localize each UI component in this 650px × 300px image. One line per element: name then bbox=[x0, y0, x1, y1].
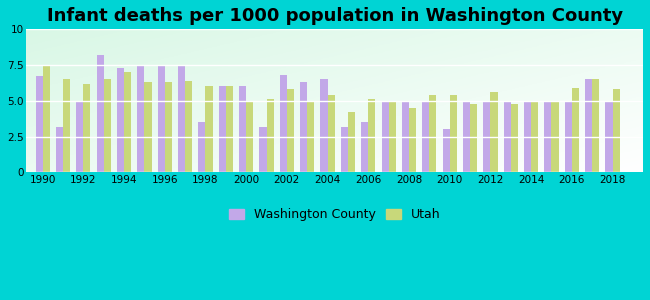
Bar bbox=[198, 122, 205, 172]
Bar bbox=[76, 101, 83, 172]
Bar bbox=[382, 101, 389, 172]
Bar bbox=[490, 92, 497, 172]
Bar bbox=[389, 101, 396, 172]
Bar bbox=[572, 88, 579, 172]
Bar bbox=[470, 103, 477, 172]
Bar bbox=[463, 101, 470, 172]
Bar bbox=[104, 79, 110, 172]
Bar bbox=[348, 112, 355, 172]
Bar bbox=[218, 86, 226, 172]
Bar bbox=[287, 89, 294, 172]
Bar bbox=[328, 95, 335, 172]
Bar bbox=[56, 127, 63, 172]
Bar bbox=[259, 127, 266, 172]
Bar bbox=[144, 82, 151, 172]
Bar bbox=[585, 79, 592, 172]
Bar bbox=[544, 101, 551, 172]
Bar bbox=[266, 99, 274, 172]
Bar bbox=[450, 95, 457, 172]
Bar bbox=[97, 55, 104, 172]
Bar bbox=[124, 72, 131, 172]
Bar bbox=[443, 129, 450, 172]
Bar bbox=[369, 99, 376, 172]
Bar bbox=[63, 79, 70, 172]
Bar bbox=[280, 75, 287, 172]
Bar bbox=[36, 76, 43, 172]
Bar bbox=[605, 101, 612, 172]
Bar bbox=[205, 86, 213, 172]
Bar bbox=[307, 101, 315, 172]
Bar bbox=[430, 95, 436, 172]
Bar bbox=[246, 101, 254, 172]
Bar bbox=[361, 122, 369, 172]
Bar bbox=[612, 89, 619, 172]
Legend: Washington County, Utah: Washington County, Utah bbox=[224, 203, 445, 226]
Title: Infant deaths per 1000 population in Washington County: Infant deaths per 1000 population in Was… bbox=[47, 7, 623, 25]
Bar bbox=[511, 103, 518, 172]
Bar bbox=[185, 81, 192, 172]
Bar bbox=[524, 101, 531, 172]
Bar bbox=[551, 101, 558, 172]
Bar bbox=[409, 108, 416, 172]
Bar bbox=[158, 67, 164, 172]
Bar bbox=[341, 127, 348, 172]
Bar bbox=[178, 67, 185, 172]
Bar bbox=[422, 101, 430, 172]
Bar bbox=[565, 101, 572, 172]
Bar bbox=[484, 101, 490, 172]
Bar bbox=[43, 67, 50, 172]
Bar bbox=[164, 82, 172, 172]
Bar bbox=[83, 84, 90, 172]
Bar bbox=[239, 86, 246, 172]
Bar bbox=[300, 82, 307, 172]
Bar bbox=[592, 79, 599, 172]
Bar bbox=[137, 67, 144, 172]
Bar bbox=[504, 101, 511, 172]
Bar bbox=[320, 79, 328, 172]
Bar bbox=[117, 68, 124, 172]
Bar bbox=[402, 101, 409, 172]
Bar bbox=[531, 101, 538, 172]
Bar bbox=[226, 86, 233, 172]
